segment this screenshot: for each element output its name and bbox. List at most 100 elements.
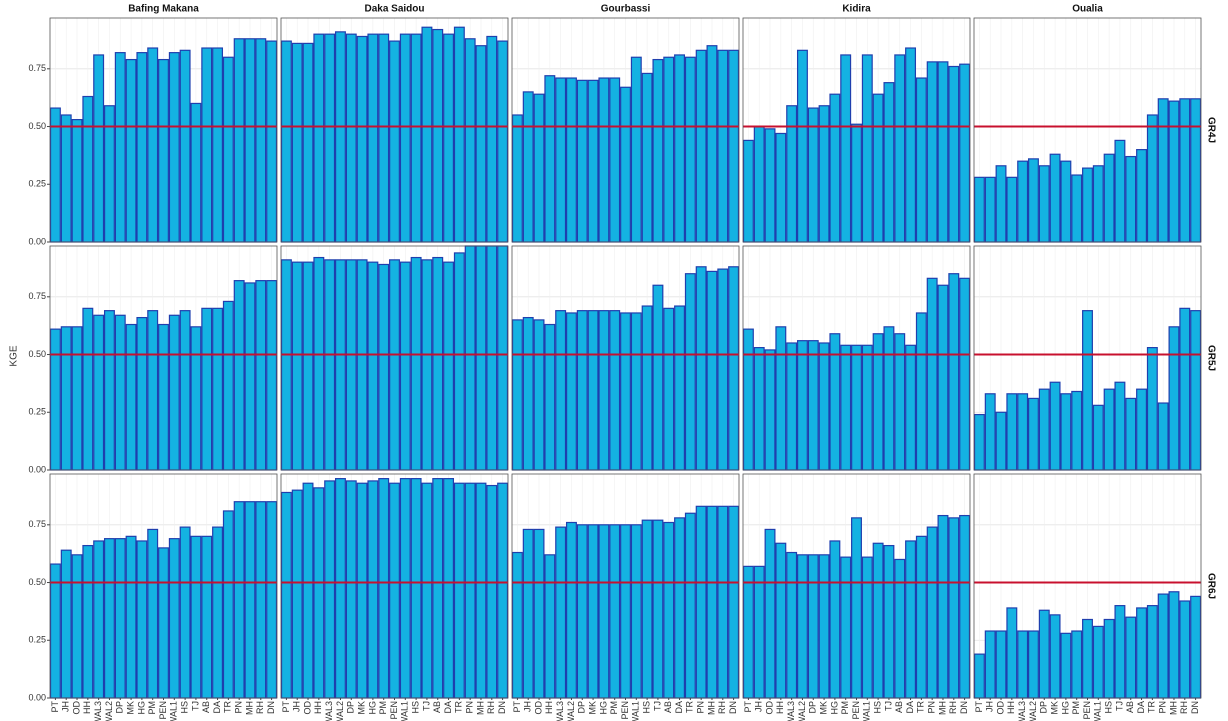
bar (984, 393, 996, 471)
bar (511, 551, 523, 699)
bar (915, 312, 927, 471)
x-tick-label: HS (1103, 701, 1113, 714)
x-tick-label: HH (82, 701, 92, 714)
bar (136, 316, 148, 471)
x-tick-label: HH (1006, 701, 1016, 714)
bar (464, 245, 476, 471)
bar (663, 307, 675, 471)
x-tick-label: DP (577, 701, 587, 714)
bar (674, 517, 686, 699)
y-tick-label: 0.25 (28, 179, 46, 189)
bar (742, 139, 754, 243)
bar (1125, 397, 1137, 471)
x-tick-label: TR (916, 701, 926, 713)
bar (421, 482, 433, 699)
bar (464, 482, 476, 699)
bar (840, 556, 852, 699)
bar (973, 413, 985, 471)
bar (995, 411, 1007, 471)
bar (995, 165, 1007, 243)
x-tick-label: OD (764, 700, 774, 714)
x-tick-label: DN (266, 701, 276, 714)
bar (1092, 404, 1104, 471)
x-tick-label: DN (497, 701, 507, 714)
bar (948, 65, 960, 243)
bar (179, 526, 191, 699)
bar (367, 33, 379, 243)
y-tick-label: 0.50 (28, 349, 46, 359)
bar (324, 480, 336, 699)
bar (1071, 390, 1083, 471)
x-tick-label: WAL3 (555, 701, 565, 721)
bar (399, 33, 411, 243)
bar (367, 261, 379, 471)
bar (432, 28, 444, 243)
bar (190, 326, 202, 471)
column-strip-label: Kidira (842, 4, 871, 15)
bar (233, 501, 245, 699)
bar (136, 540, 148, 699)
bar (266, 40, 278, 243)
bar (728, 49, 740, 243)
x-tick-label: WAL2 (1028, 701, 1038, 721)
x-tick-label: DA (1136, 701, 1146, 714)
x-tick-label: AB (432, 701, 442, 713)
bar (522, 316, 534, 471)
bar (1168, 326, 1180, 471)
panel-border (49, 17, 278, 243)
x-tick-label: AB (201, 701, 211, 713)
bar (926, 61, 938, 243)
bar (464, 38, 476, 243)
x-tick-label: HS (641, 701, 651, 714)
panel-border (280, 17, 509, 243)
bar (1060, 160, 1072, 243)
bar (753, 347, 765, 471)
bar (201, 47, 213, 243)
x-tick-label: JH (754, 701, 764, 712)
bar (684, 512, 696, 699)
bar (818, 554, 830, 699)
column-strip-label: Daka Saidou (364, 4, 424, 15)
x-tick-label: OD (302, 700, 312, 714)
bar (1146, 347, 1158, 471)
bar (1071, 630, 1083, 699)
bar (147, 310, 159, 471)
bar (840, 344, 852, 471)
bar (851, 123, 862, 243)
bar (453, 26, 465, 243)
bar (609, 310, 621, 471)
x-tick-label: TR (454, 701, 464, 713)
bar (1049, 614, 1061, 699)
bar (544, 323, 556, 471)
bar (565, 77, 577, 243)
bar (576, 524, 588, 699)
x-tick-label: AB (894, 701, 904, 713)
x-tick-label: JH (61, 701, 71, 712)
bar (652, 58, 664, 243)
x-tick-label: HH (313, 701, 323, 714)
bar (302, 261, 314, 471)
panel-border (742, 17, 971, 243)
x-tick-label: MH (937, 701, 947, 715)
bar (609, 77, 621, 243)
x-tick-label: PM (378, 701, 388, 715)
row-strip-label: GR6J (1205, 573, 1216, 599)
x-tick-label: DP (1039, 701, 1049, 714)
bar (511, 114, 523, 243)
bar (378, 33, 390, 243)
x-tick-label: JH (985, 701, 995, 712)
bar (948, 517, 960, 699)
bar (125, 58, 137, 243)
bar (93, 54, 105, 243)
x-tick-label: MK (1049, 701, 1059, 715)
x-tick-label: TR (223, 701, 233, 713)
panel-border (973, 17, 1202, 243)
bar (1006, 393, 1018, 471)
column-strip-label: Oualia (1072, 4, 1103, 15)
x-tick-label: PEN (851, 701, 861, 720)
bar (796, 340, 808, 471)
bar (147, 47, 159, 243)
bar (905, 344, 917, 471)
x-tick-label: PT (50, 701, 60, 713)
bar (244, 38, 256, 243)
